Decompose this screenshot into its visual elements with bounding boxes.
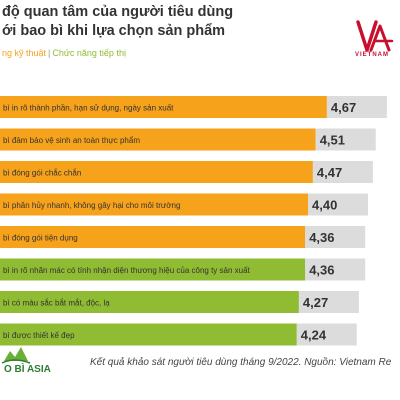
brand-text: O BÌ ASIA (4, 364, 51, 375)
legend-separator: | (48, 48, 51, 58)
value-box-8 (296, 323, 357, 346)
value-label-8: 4,24 (301, 328, 327, 343)
category-label-4: bì phân hủy nhanh, không gây hại cho môi… (3, 201, 180, 210)
value-box-2 (315, 128, 376, 151)
value-label-4: 4,40 (312, 198, 337, 213)
value-box-5 (305, 226, 366, 248)
chart-title-line-2: ới bao bì khi lựa chọn sản phẩm (2, 23, 226, 39)
value-box-6 (305, 258, 366, 281)
value-label-6: 4,36 (309, 263, 334, 278)
value-box-7 (298, 291, 359, 313)
category-label-3: bì đóng gói chắc chắn (3, 169, 81, 178)
bar-7 (0, 291, 299, 313)
value-box-3 (312, 161, 373, 183)
legend-marketing: Chức năng tiếp thị (52, 48, 126, 58)
chart-title-line-1: độ quan tâm của người tiêu dùng (2, 4, 234, 20)
value-label-1: 4,67 (331, 100, 356, 115)
value-label-2: 4,51 (320, 133, 345, 148)
bar-8 (0, 323, 297, 346)
category-label-1: bì in rõ thành phần, hạn sử dụng, ngày s… (3, 104, 174, 113)
bar-5 (0, 226, 306, 248)
bao-bi-asia-logo-icon (1, 347, 31, 364)
category-label-8: bì được thiết kế đẹp (3, 331, 75, 340)
footer-note: Kết quả khảo sát người tiêu dùng tháng 9… (90, 357, 392, 368)
legend-technical: ng kỹ thuật (2, 48, 47, 58)
category-label-6: bì in rõ nhãn mác có tính nhận diện thươ… (3, 266, 251, 275)
bar-1 (0, 96, 327, 118)
chart-title: độ quan tâm của người tiêu dùng ới bao b… (2, 3, 233, 41)
value-label-7: 4,27 (303, 295, 328, 310)
value-box-1 (326, 96, 387, 118)
bar-2 (0, 128, 316, 151)
vietnam-report-logo-icon (356, 20, 394, 52)
vietnam-logo-text: VIETNAM (355, 52, 389, 58)
category-label-2: bì đảm bảo vệ sinh an toàn thực phẩm (3, 136, 140, 145)
bar-6 (0, 258, 306, 281)
category-label-7: bì có màu sắc bắt mắt, độc, lạ (3, 299, 110, 308)
bar-3 (0, 161, 313, 183)
bar-4 (0, 193, 308, 216)
value-box-4 (308, 193, 368, 216)
value-label-5: 4,36 (309, 230, 334, 245)
value-label-3: 4,47 (317, 165, 342, 180)
category-label-5: bì đóng gói tiện dụng (3, 234, 78, 243)
legend: ng kỹ thuật | Chức năng tiếp thị (2, 48, 126, 58)
